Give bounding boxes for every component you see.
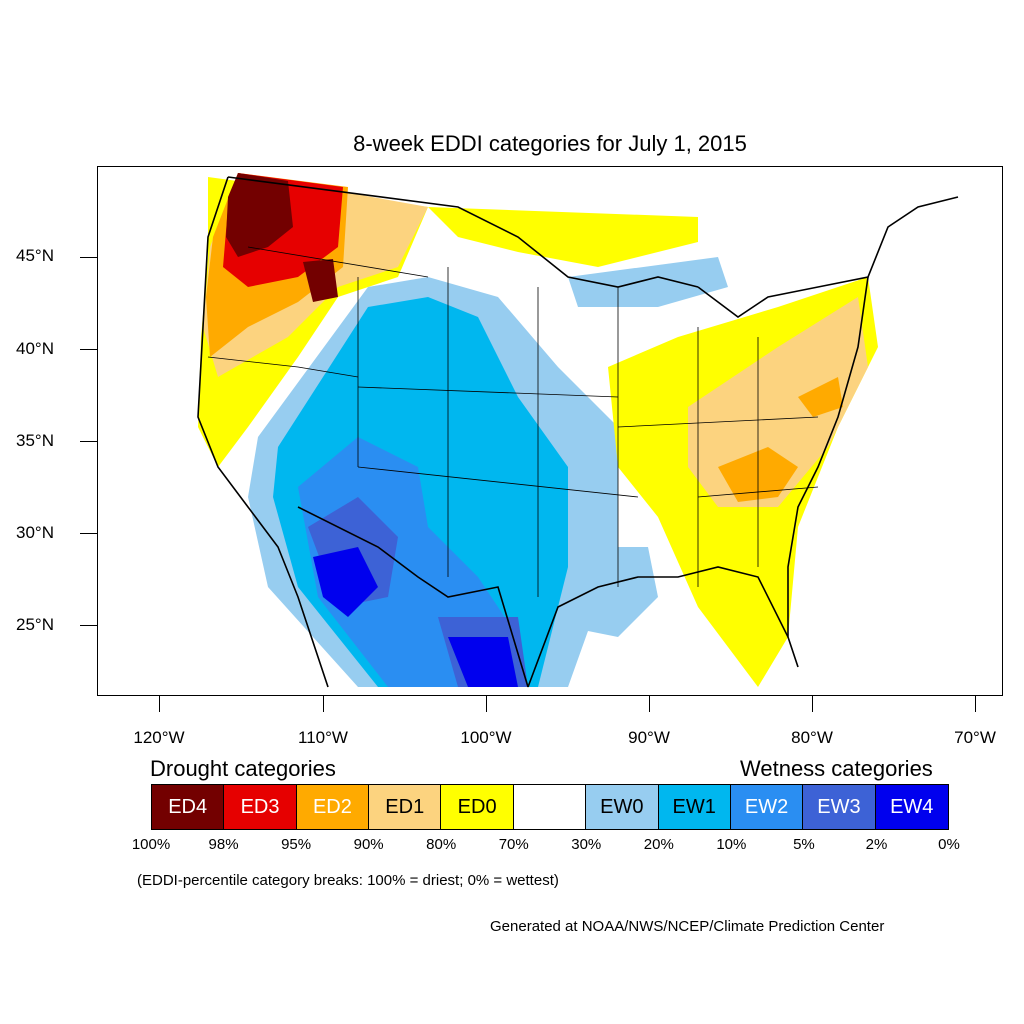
map-title: 8-week EDDI categories for July 1, 2015 bbox=[353, 131, 747, 156]
lon-tick bbox=[812, 696, 813, 712]
north-ed0-strip bbox=[428, 207, 698, 267]
legend-box-ew2: EW2 bbox=[730, 785, 804, 829]
nw-ed4-region bbox=[226, 173, 338, 302]
eddi-map bbox=[97, 166, 1003, 696]
lon-label-100: 100°W bbox=[460, 728, 512, 747]
percentile-label: 100% bbox=[131, 836, 171, 853]
percentile-label: 20% bbox=[643, 836, 674, 853]
legend-box-ed4: ED4 bbox=[152, 785, 225, 829]
percentile-label: 0% bbox=[938, 836, 960, 853]
percentile-label: 5% bbox=[793, 836, 815, 853]
percentile-label: 2% bbox=[865, 836, 888, 853]
legend-box-ew1: EW1 bbox=[658, 785, 731, 829]
legend-box-ew3: EW3 bbox=[803, 785, 876, 829]
lat-label-45: 45°N bbox=[16, 246, 54, 265]
lat-label-25: 25°N bbox=[16, 615, 54, 634]
state-borders bbox=[207, 246, 819, 597]
gulf-ew0-region bbox=[568, 547, 658, 637]
lat-label-40: 40°N bbox=[16, 339, 54, 358]
lon-tick bbox=[323, 696, 324, 712]
credit-text: Generated at NOAA/NWS/NCEP/Climate Predi… bbox=[490, 918, 885, 935]
legend-box-ew0: EW0 bbox=[586, 785, 659, 829]
lon-tick bbox=[486, 696, 487, 712]
percentile-label: 10% bbox=[716, 836, 747, 853]
drought-legend-title: Drought categories bbox=[150, 756, 336, 781]
coastline-outline bbox=[197, 176, 959, 688]
lon-label-70: 70°W bbox=[954, 728, 996, 747]
lon-tick bbox=[975, 696, 976, 712]
category-legend: ED4 ED3 ED2 ED1 ED0 EW0 EW1 EW2 EW3 EW4 bbox=[151, 784, 949, 830]
percentile-label: 30% bbox=[571, 836, 602, 853]
percentile-label: 70% bbox=[498, 836, 529, 853]
legend-box-ew4: EW4 bbox=[875, 785, 948, 829]
lat-label-35: 35°N bbox=[16, 431, 54, 450]
lon-label-120: 120°W bbox=[133, 728, 185, 747]
category-note: (EDDI-percentile category breaks: 100% =… bbox=[137, 872, 559, 889]
lon-tick bbox=[649, 696, 650, 712]
lat-tick bbox=[80, 533, 97, 534]
percentile-label: 90% bbox=[353, 836, 384, 853]
percentile-label: 98% bbox=[208, 836, 239, 853]
legend-box-ed1: ED1 bbox=[369, 785, 442, 829]
legend-box-neutral bbox=[513, 785, 587, 829]
east-ed1-region bbox=[688, 297, 868, 507]
lon-tick bbox=[159, 696, 160, 712]
wetness-legend-title: Wetness categories bbox=[740, 756, 933, 781]
lon-label-80: 80°W bbox=[791, 728, 833, 747]
lat-tick bbox=[80, 349, 97, 350]
percentile-label: 95% bbox=[281, 836, 312, 853]
sw-ew4-region bbox=[313, 547, 518, 687]
east-ed2-region bbox=[718, 377, 843, 502]
lat-tick bbox=[80, 257, 97, 258]
lon-label-90: 90°W bbox=[628, 728, 670, 747]
legend-box-ed3: ED3 bbox=[224, 785, 297, 829]
percentile-label: 80% bbox=[426, 836, 457, 853]
legend-box-ed2: ED2 bbox=[296, 785, 370, 829]
lat-tick bbox=[80, 625, 97, 626]
lat-label-30: 30°N bbox=[16, 523, 54, 542]
legend-box-ed0: ED0 bbox=[441, 785, 514, 829]
midwest-ew0-patch bbox=[568, 257, 728, 307]
lon-label-110: 110°W bbox=[298, 728, 348, 747]
lat-tick bbox=[80, 441, 97, 442]
